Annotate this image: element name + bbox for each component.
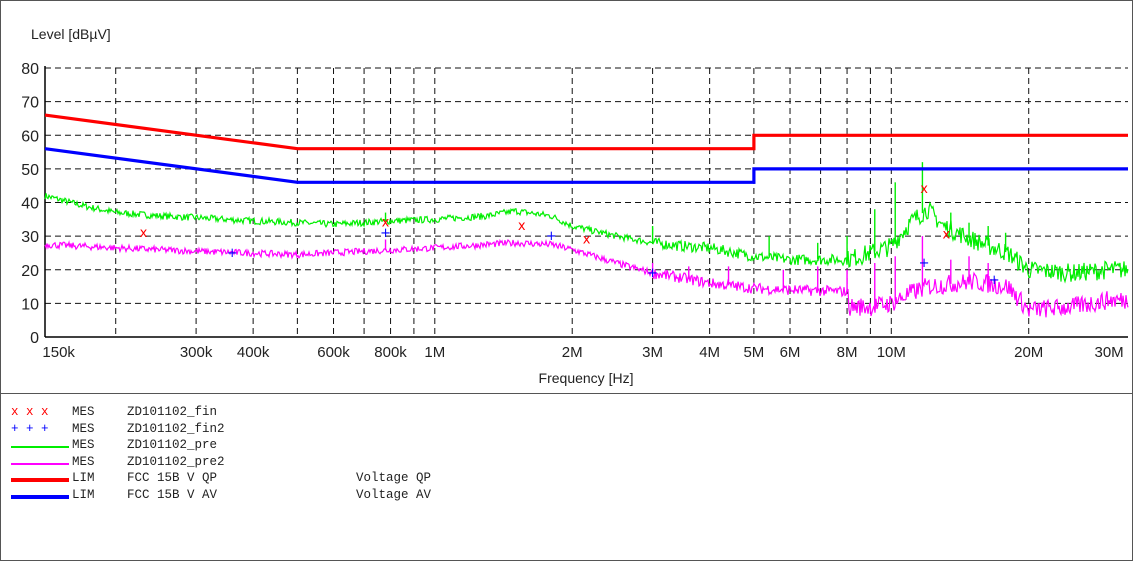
legend-line-swatch	[11, 462, 69, 465]
final-av-marker: +	[919, 256, 930, 271]
final-av-marker: +	[227, 246, 238, 261]
legend-type: MES	[72, 438, 95, 452]
x-tick-label: 300k	[180, 344, 213, 361]
final-qp-marker: x	[920, 182, 928, 197]
trace-pre2	[44, 238, 1129, 318]
y-axis-label: Level [dBµV]	[31, 26, 111, 42]
final-av-marker: +	[989, 273, 1000, 288]
final-qp-marker: x	[140, 226, 148, 241]
final-qp-marker: x	[518, 219, 526, 234]
legend-line-symbol	[11, 438, 69, 454]
final-av-marker: +	[546, 229, 557, 244]
y-tick-label: 70	[21, 95, 39, 112]
y-tick-label: 50	[21, 162, 39, 179]
x-tick-label: 2M	[562, 344, 583, 361]
y-tick-label: 40	[21, 196, 39, 213]
x-tick-label: 150k	[42, 344, 75, 361]
legend-desc: Voltage AV	[356, 487, 432, 502]
legend-x-marker-symbol: x x x	[11, 405, 49, 419]
x-tick-label: 6M	[780, 344, 801, 361]
limit-line-qp	[44, 113, 1128, 151]
x-tick-label: 600k	[317, 344, 350, 361]
legend-line-swatch	[11, 446, 69, 448]
final-qp-marker: x	[583, 232, 591, 247]
y-tick-label: 30	[21, 229, 39, 246]
x-axis-label: Frequency [Hz]	[539, 370, 634, 386]
x-tick-label: 8M	[837, 344, 858, 361]
legend-name: ZD101102_pre	[127, 438, 218, 452]
legend-name: ZD101102_pre2	[127, 454, 225, 469]
limit-line-av	[44, 147, 1128, 184]
legend-line-swatch	[11, 478, 69, 482]
final-qp-marker: x	[942, 227, 950, 242]
x-tick-label: 400k	[237, 344, 270, 361]
legend-desc: Voltage QP	[356, 471, 432, 485]
emi-scan-chart: Level [dBµV] Frequency [Hz] 0 10 20 30 40 50 6…	[21, 26, 1129, 386]
x-tick-label: 5M	[743, 344, 764, 361]
x-tick-label: 1M	[424, 344, 445, 361]
legend-plus-marker-symbol: + + +	[11, 421, 49, 436]
x-tick-label: 4M	[699, 344, 720, 361]
y-tick-label: 80	[21, 61, 39, 78]
legend-name: FCC 15B V QP	[127, 471, 218, 485]
legend-divider	[1, 393, 1132, 394]
legend-line-swatch	[11, 494, 69, 499]
y-tick-label: 60	[21, 128, 39, 145]
legend-type: LIM	[72, 487, 95, 502]
trace-pre	[44, 193, 1129, 284]
legend-name: ZD101102_fin2	[127, 421, 225, 436]
y-tick-label: 20	[21, 263, 39, 280]
final-av-marker: +	[380, 226, 391, 241]
legend-type: MES	[72, 405, 95, 419]
y-tick-label: 10	[21, 296, 39, 313]
legend-line-symbol	[11, 455, 69, 471]
final-qp-marker: x	[382, 216, 390, 231]
x-tick-label: 3M	[642, 344, 663, 361]
legend-line-symbol	[11, 471, 69, 487]
final-av-marker: +	[647, 266, 658, 281]
legend-type: MES	[72, 421, 95, 436]
x-tick-label: 30M	[1095, 344, 1124, 361]
legend-name: FCC 15B V AV	[127, 487, 218, 502]
legend-line-symbol	[11, 488, 69, 504]
legend-name: ZD101102_fin	[127, 405, 218, 419]
y-tick-label: 0	[30, 330, 39, 347]
x-tick-label: 20M	[1014, 344, 1043, 361]
x-tick-label: 800k	[374, 344, 407, 361]
legend-type: LIM	[72, 471, 95, 485]
x-tick-label: 10M	[877, 344, 906, 361]
legend-type: MES	[72, 454, 95, 469]
